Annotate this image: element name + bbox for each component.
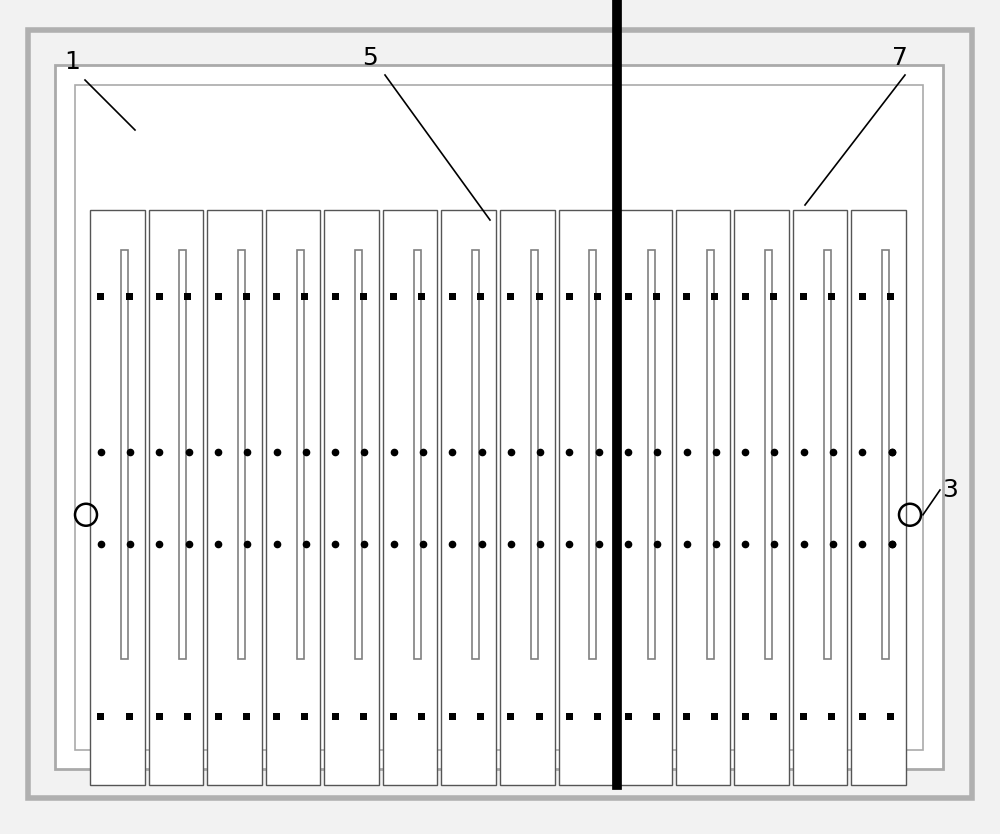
Bar [390,712,397,720]
Bar [594,293,601,299]
Bar [625,712,632,720]
Bar [500,210,555,785]
Bar [266,210,320,785]
Bar [859,712,866,720]
Bar [441,210,496,785]
Text: 5: 5 [362,46,378,70]
Bar [449,293,456,299]
Bar [273,712,280,720]
Bar [97,712,104,720]
Bar [390,293,397,299]
Bar [770,293,777,299]
Bar [625,293,632,299]
Bar [97,293,104,299]
Bar [301,712,308,720]
Bar [149,210,203,785]
Bar [179,250,186,659]
Bar [559,210,613,785]
Bar [418,712,425,720]
Bar [360,712,367,720]
Bar [742,712,749,720]
Bar [126,293,132,299]
Bar [156,293,163,299]
Bar [711,712,718,720]
Bar [324,210,379,785]
Bar [887,293,894,299]
Bar [887,712,894,720]
Bar [332,712,339,720]
Bar [301,293,308,299]
Text: 3: 3 [942,478,958,502]
Text: 1: 1 [64,50,80,74]
Bar [653,712,660,720]
Bar [800,712,807,720]
Bar [184,293,191,299]
Bar [617,210,672,785]
Bar [243,712,250,720]
Bar [273,293,280,299]
Bar [360,293,367,299]
Bar [742,293,749,299]
Bar [882,250,889,659]
Bar [648,250,655,659]
Bar [383,210,437,785]
Bar [589,250,596,659]
Bar [800,293,807,299]
Bar [531,250,538,659]
Bar [355,250,362,659]
Bar [765,250,772,659]
Bar [184,712,191,720]
Bar [828,712,835,720]
Bar [332,293,339,299]
Bar [55,65,943,769]
Text: 7: 7 [892,46,908,70]
Bar [707,250,714,659]
Bar [793,210,847,785]
Bar [90,210,145,785]
Bar [711,293,718,299]
Bar [418,293,425,299]
Bar [243,293,250,299]
Bar [734,210,789,785]
Bar [297,250,304,659]
Bar [683,712,690,720]
Bar [126,712,132,720]
Bar [828,293,835,299]
Bar [238,250,245,659]
Bar [683,293,690,299]
Bar [859,293,866,299]
Bar [207,210,262,785]
Bar [414,250,421,659]
Bar [566,293,573,299]
Bar [121,250,128,659]
Bar [536,293,542,299]
Bar [770,712,777,720]
Bar [215,712,222,720]
Bar [75,85,923,750]
Bar [653,293,660,299]
Bar [472,250,479,659]
Bar [477,712,484,720]
Bar [566,712,573,720]
Bar [477,293,484,299]
Bar [507,293,514,299]
Bar [449,712,456,720]
Bar [215,293,222,299]
Bar [676,210,730,785]
Bar [824,250,831,659]
Bar [594,712,601,720]
Bar [851,210,906,785]
Bar [507,712,514,720]
Bar [156,712,163,720]
Bar [536,712,542,720]
